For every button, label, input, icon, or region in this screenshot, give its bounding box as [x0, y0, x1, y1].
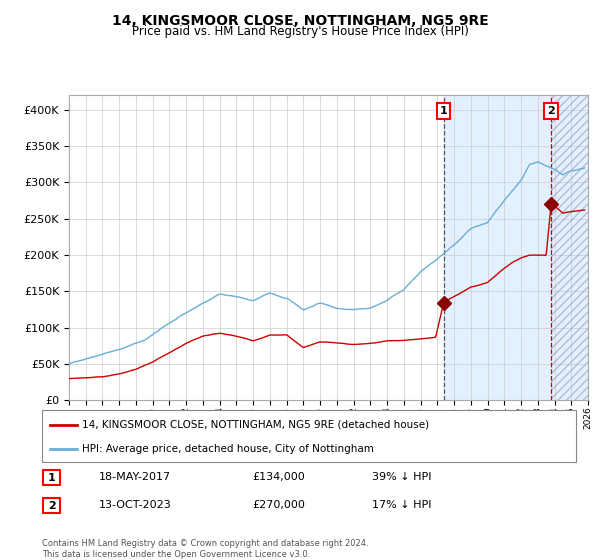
Text: 18-MAY-2017: 18-MAY-2017: [99, 472, 171, 482]
Text: 39% ↓ HPI: 39% ↓ HPI: [372, 472, 431, 482]
Text: 1: 1: [48, 473, 55, 483]
Text: 13-OCT-2023: 13-OCT-2023: [99, 500, 172, 510]
Text: Contains HM Land Registry data © Crown copyright and database right 2024.
This d: Contains HM Land Registry data © Crown c…: [42, 539, 368, 559]
Text: HPI: Average price, detached house, City of Nottingham: HPI: Average price, detached house, City…: [82, 444, 374, 454]
FancyBboxPatch shape: [42, 410, 576, 462]
Text: 14, KINGSMOOR CLOSE, NOTTINGHAM, NG5 9RE: 14, KINGSMOOR CLOSE, NOTTINGHAM, NG5 9RE: [112, 14, 488, 28]
Bar: [551, 95, 588, 400]
FancyBboxPatch shape: [43, 498, 60, 513]
Bar: [443, 95, 588, 400]
Text: 17% ↓ HPI: 17% ↓ HPI: [372, 500, 431, 510]
Text: Price paid vs. HM Land Registry's House Price Index (HPI): Price paid vs. HM Land Registry's House …: [131, 25, 469, 38]
FancyBboxPatch shape: [43, 470, 60, 485]
Text: 1: 1: [440, 106, 448, 116]
Text: 2: 2: [48, 501, 55, 511]
Text: 14, KINGSMOOR CLOSE, NOTTINGHAM, NG5 9RE (detached house): 14, KINGSMOOR CLOSE, NOTTINGHAM, NG5 9RE…: [82, 420, 429, 430]
Text: £134,000: £134,000: [252, 472, 305, 482]
Text: £270,000: £270,000: [252, 500, 305, 510]
Text: 2: 2: [547, 106, 555, 116]
